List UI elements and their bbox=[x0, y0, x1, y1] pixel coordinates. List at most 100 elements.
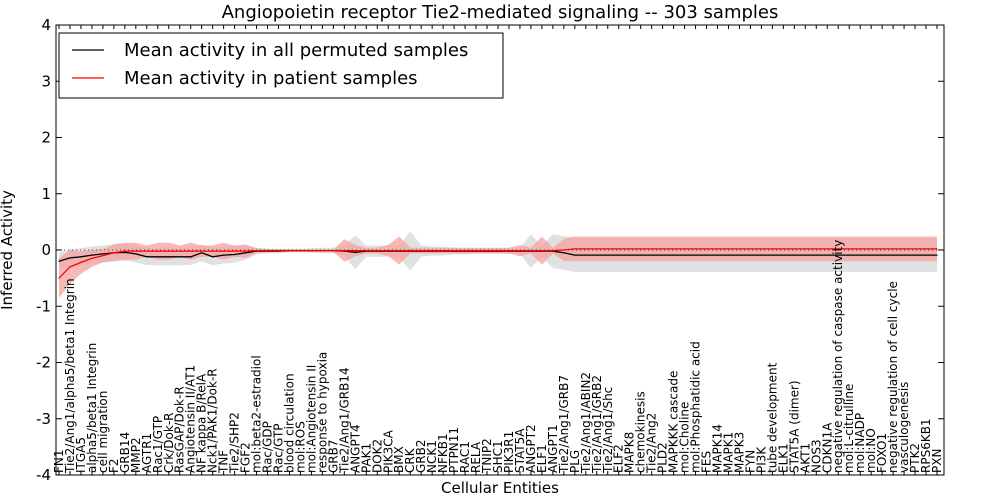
data-point-permuted bbox=[574, 254, 576, 256]
y-tick-label: 4 bbox=[41, 16, 51, 34]
data-point-patient bbox=[497, 249, 499, 252]
band-patient bbox=[59, 236, 937, 298]
x-category-label: alpha5/beta1 Integrin bbox=[85, 343, 99, 473]
x-category-label: PLD2 bbox=[656, 442, 670, 473]
data-point-patient bbox=[629, 248, 631, 250]
data-point-permuted bbox=[69, 257, 71, 259]
data-point-permuted bbox=[223, 254, 225, 256]
data-point-permuted bbox=[596, 254, 598, 256]
data-point-patient bbox=[848, 248, 850, 250]
x-category-label: PAK1 bbox=[359, 443, 373, 473]
y-tick-label: 1 bbox=[41, 185, 51, 203]
chart-title: Angiopoietin receptor Tie2-mediated sign… bbox=[222, 2, 779, 23]
data-point-patient bbox=[771, 248, 773, 250]
data-point-patient bbox=[69, 266, 71, 268]
data-point-permuted bbox=[201, 252, 203, 254]
x-category-label: GRB7 bbox=[326, 439, 340, 473]
y-tick-label: 0 bbox=[41, 241, 51, 259]
legend-box bbox=[58, 32, 504, 99]
data-point-patient bbox=[58, 277, 60, 279]
data-point-permuted bbox=[673, 254, 675, 256]
x-category-label: PI3K bbox=[754, 446, 768, 473]
x-category-label: ANGPT2 bbox=[524, 424, 538, 473]
x-category-label: GRB14 bbox=[118, 432, 132, 473]
x-category-label: mol:ROS bbox=[293, 421, 307, 473]
data-point-permuted bbox=[738, 254, 741, 256]
data-point-permuted bbox=[168, 256, 170, 258]
data-point-patient bbox=[727, 248, 730, 250]
data-point-patient bbox=[793, 248, 795, 250]
data-point-patient bbox=[760, 248, 763, 250]
x-category-label: mol:Choline bbox=[678, 402, 692, 473]
y-tick-label: -4 bbox=[36, 466, 51, 484]
data-point-permuted bbox=[694, 254, 697, 256]
x-category-label: Tie2/Ang2 bbox=[645, 413, 659, 474]
data-point-patient bbox=[782, 248, 784, 250]
x-category-label: RELA bbox=[469, 441, 483, 473]
data-point-patient bbox=[190, 250, 192, 252]
data-point-patient bbox=[365, 249, 367, 252]
data-point-permuted bbox=[651, 254, 653, 256]
data-point-patient bbox=[398, 249, 400, 252]
data-point-patient bbox=[475, 249, 477, 252]
x-category-label: blood circulation bbox=[283, 373, 297, 473]
y-axis-label: Inferred Activity bbox=[0, 190, 16, 310]
data-point-patient bbox=[212, 250, 214, 252]
data-point-patient bbox=[870, 248, 872, 250]
x-category-label: TNIP2 bbox=[480, 438, 494, 474]
data-point-permuted bbox=[815, 254, 817, 256]
data-point-patient bbox=[157, 250, 159, 252]
data-point-patient bbox=[508, 249, 510, 252]
data-point-patient bbox=[453, 249, 455, 252]
data-point-patient bbox=[694, 248, 697, 250]
x-category-label: FES bbox=[700, 451, 714, 473]
data-point-patient bbox=[387, 249, 389, 252]
data-point-permuted bbox=[234, 253, 236, 256]
y-tick-label: 3 bbox=[41, 72, 51, 90]
legend-label-patient: Mean activity in patient samples bbox=[124, 68, 418, 89]
data-point-patient bbox=[113, 252, 115, 254]
data-point-patient bbox=[716, 248, 719, 250]
x-category-label: PLG bbox=[568, 450, 582, 473]
data-point-patient bbox=[859, 248, 861, 250]
x-category-label: SHC1 bbox=[491, 440, 505, 473]
x-category-label: Rac/GDP bbox=[261, 421, 275, 473]
data-point-patient bbox=[135, 250, 137, 252]
data-point-patient bbox=[596, 248, 598, 250]
x-category-label: NF kappa B/RelA bbox=[195, 373, 209, 473]
x-category-label: ELK1 bbox=[776, 443, 790, 473]
x-category-label: mol:NO bbox=[864, 428, 878, 473]
data-point-patient bbox=[266, 249, 269, 252]
x-category-label: negative regulation of cell cycle bbox=[886, 281, 900, 473]
data-point-patient bbox=[749, 248, 752, 250]
x-category-label: Rac1/GTP bbox=[151, 416, 165, 473]
x-category-label: mol:NADP bbox=[853, 413, 867, 473]
x-category-label: Tie2/Ang1/GRB7 bbox=[557, 375, 571, 474]
x-category-label: mol:L-citrulline bbox=[842, 384, 856, 473]
data-point-permuted bbox=[662, 254, 664, 256]
x-category-label: PTK2 bbox=[908, 443, 922, 473]
data-point-patient bbox=[124, 250, 126, 252]
data-point-patient bbox=[244, 250, 247, 252]
data-point-patient bbox=[552, 249, 554, 252]
data-point-patient bbox=[607, 248, 609, 250]
data-point-patient bbox=[673, 248, 675, 250]
x-category-label: RAC1 bbox=[458, 441, 472, 473]
x-category-label: negative regulation of caspase activity bbox=[831, 240, 845, 473]
legend-label-permuted: Mean activity in all permuted samples bbox=[124, 40, 468, 61]
x-category-label: FOXO1 bbox=[875, 433, 889, 473]
data-point-permuted bbox=[80, 256, 82, 258]
data-point-permuted bbox=[607, 254, 609, 256]
data-point-patient bbox=[563, 249, 565, 251]
series-points-patient bbox=[58, 248, 938, 279]
y-tick-label: -2 bbox=[36, 354, 51, 372]
x-category-label: DOK2 bbox=[370, 439, 384, 473]
data-point-permuted bbox=[837, 254, 839, 256]
data-point-patient bbox=[651, 248, 653, 250]
x-category-label: MAPK8 bbox=[623, 432, 637, 473]
x-category-label: PXN bbox=[930, 449, 944, 473]
x-category-label: CDKN1A bbox=[820, 422, 834, 473]
x-category-label: NOS3 bbox=[809, 439, 823, 473]
x-category-label: Tie2/Ang1/GRB2 bbox=[590, 375, 604, 474]
